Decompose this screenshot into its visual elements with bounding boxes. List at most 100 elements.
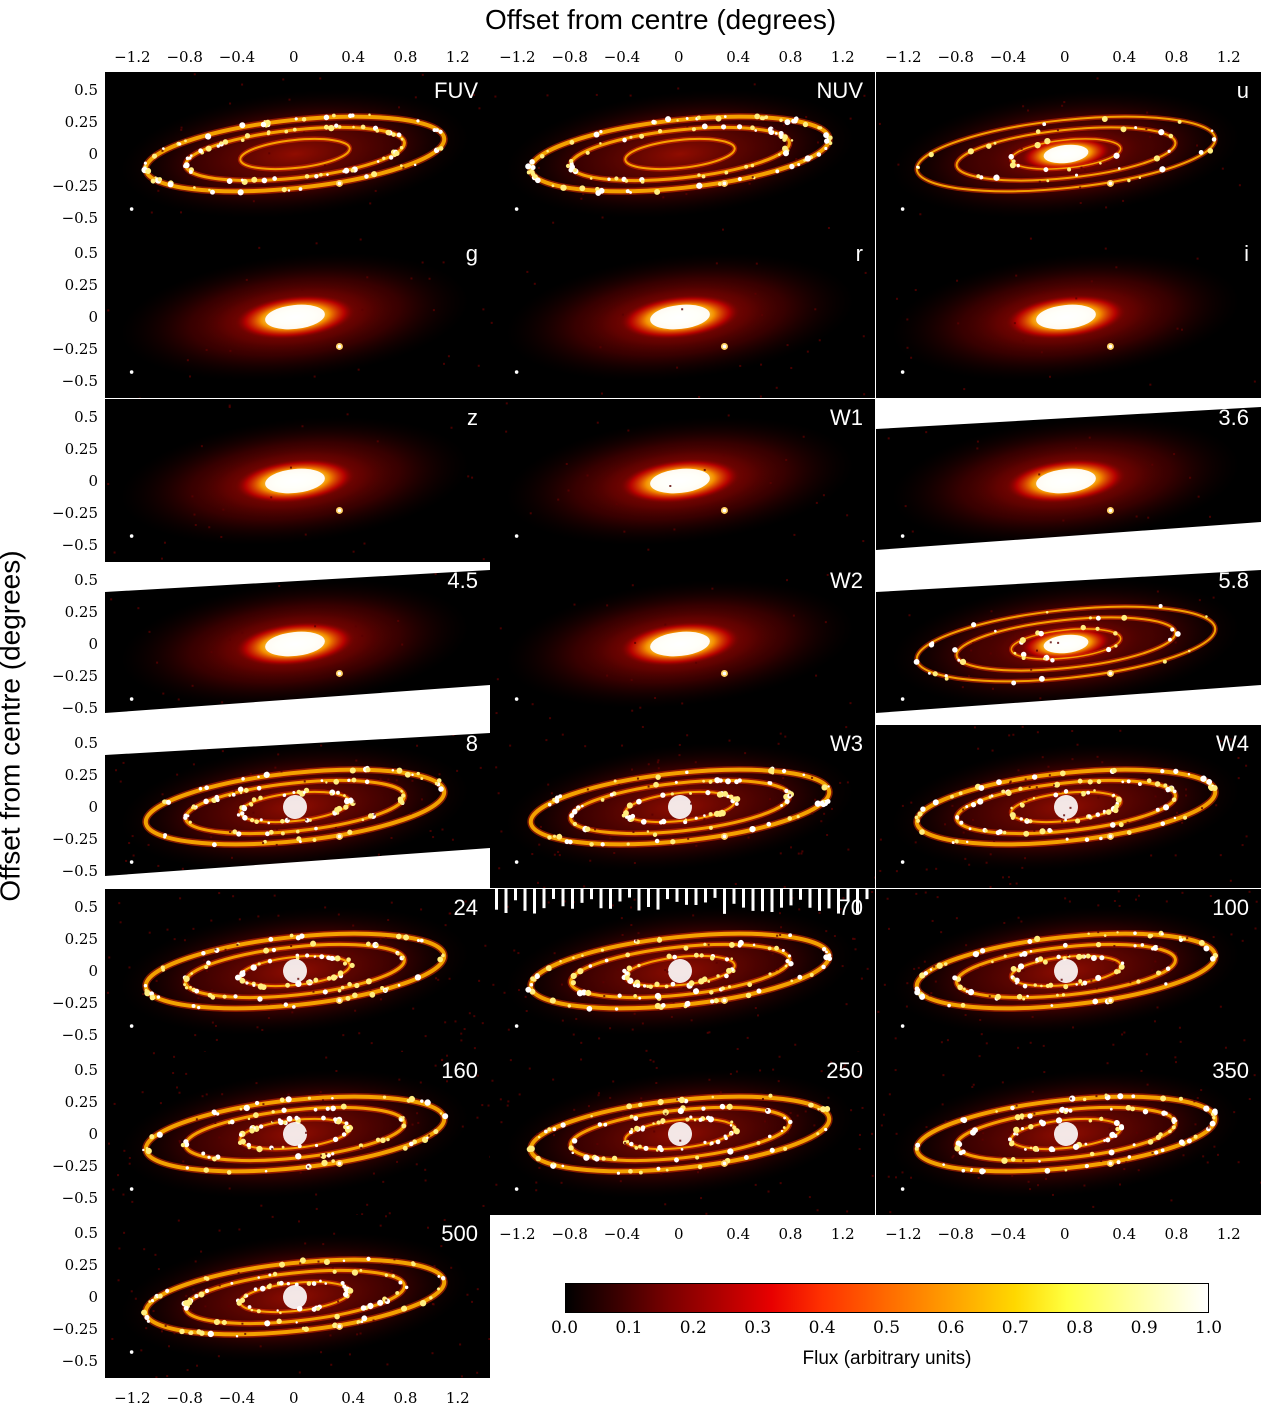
x-tick-label: 1.2 — [830, 48, 855, 66]
band-label: W4 — [1216, 731, 1249, 756]
x-tick-label: −0.4 — [603, 1225, 641, 1243]
x-tick-label: −1.2 — [885, 48, 922, 66]
y-tick-label: −0.5 — [61, 699, 98, 717]
colorbar-tick-label: 1.0 — [1195, 1318, 1223, 1338]
x-tick-label: −1.2 — [114, 48, 151, 66]
band-label: 8 — [465, 731, 478, 756]
galaxy-image — [876, 562, 1261, 725]
colorbar-label: Flux (arbitrary units) — [802, 1348, 972, 1369]
x-tick-label: 0.8 — [393, 1389, 418, 1407]
panel-i: i — [876, 235, 1261, 398]
galaxy-image — [880, 1053, 1261, 1214]
band-label: i — [1244, 241, 1249, 266]
panel-NUV: NUV — [490, 72, 875, 235]
x-tick-label: −0.8 — [166, 1389, 203, 1407]
colorbar-tick-label: 0.3 — [744, 1318, 772, 1338]
colorbar-tick-label: 0.9 — [1130, 1318, 1158, 1338]
x-tick-label: −0.8 — [937, 1225, 974, 1243]
panel-160: 160 — [105, 1052, 490, 1215]
galaxy-image — [490, 252, 867, 398]
x-tick-label: 0 — [674, 48, 684, 66]
band-label: g — [465, 241, 478, 266]
galaxy-image — [105, 725, 490, 888]
x-tick-label: 0.4 — [1112, 48, 1137, 66]
band-label: 24 — [453, 895, 478, 920]
y-tick-label: −0.25 — [52, 994, 98, 1012]
panel-g: g — [105, 235, 490, 398]
galaxy-image — [492, 889, 874, 1052]
y-tick-label: 0.5 — [74, 408, 98, 426]
galaxy-image — [494, 83, 866, 231]
panel-500: 500 — [105, 1215, 490, 1378]
y-tick-label: 0 — [88, 962, 98, 980]
panel-FUV: FUV — [105, 72, 490, 235]
x-tick-label: 1.2 — [830, 1225, 855, 1243]
x-tick-label: −0.8 — [551, 48, 588, 66]
galaxy-image — [107, 404, 485, 561]
y-tick-label: −0.25 — [52, 177, 98, 195]
colorbar-tick-label: 0.1 — [615, 1318, 643, 1338]
panel-5_8: 5.8 — [876, 562, 1261, 725]
panel-350: 350 — [876, 1052, 1261, 1215]
panel-W1: W1 — [490, 399, 875, 562]
panel-W2: W2 — [490, 562, 875, 725]
x-axis-title: Offset from centre (degrees) — [485, 4, 837, 35]
band-label: 100 — [1212, 895, 1249, 920]
x-tick-label: 0.8 — [1164, 48, 1189, 66]
panel-250: 250 — [490, 1052, 875, 1215]
panel-u: u — [876, 72, 1261, 235]
galaxy-image — [505, 402, 865, 551]
x-tick-label: −0.8 — [166, 48, 203, 66]
y-tick-label: −0.25 — [52, 340, 98, 358]
y-tick-label: 0.25 — [64, 276, 98, 294]
band-label: u — [1236, 78, 1249, 103]
band-label: 4.5 — [447, 568, 478, 593]
y-tick-label: 0.25 — [64, 766, 98, 784]
y-tick-label: −0.5 — [61, 1026, 98, 1044]
band-label: 3.6 — [1218, 405, 1249, 430]
galaxy-image — [495, 725, 875, 888]
band-label: r — [855, 241, 863, 266]
y-tick-label: −0.25 — [52, 504, 98, 522]
galaxy-image — [105, 562, 490, 725]
colorbar — [565, 1283, 1209, 1313]
x-tick-label: 1.2 — [1216, 1225, 1241, 1243]
x-tick-label: −0.8 — [551, 1225, 588, 1243]
y-tick-label: 0 — [88, 1288, 98, 1306]
y-tick-label: 0.25 — [64, 1256, 98, 1274]
x-tick-label: 0 — [1060, 48, 1070, 66]
galaxy-image — [879, 725, 1248, 888]
x-tick-label: 0.4 — [341, 48, 366, 66]
panel-4_5: 4.5 — [105, 562, 490, 725]
galaxy-image — [878, 77, 1241, 219]
y-tick-label: 0.25 — [64, 440, 98, 458]
galaxy-image — [495, 573, 855, 720]
x-tick-label: 0 — [289, 48, 299, 66]
panel-70: 70 — [490, 889, 875, 1052]
galaxy-image — [107, 238, 485, 398]
y-tick-label: 0.5 — [74, 81, 98, 99]
band-label: 5.8 — [1218, 568, 1249, 593]
y-tick-label: −0.5 — [61, 1352, 98, 1370]
y-tick-label: 0.5 — [74, 734, 98, 752]
y-tick-label: 0 — [88, 308, 98, 326]
x-tick-label: 0.4 — [726, 48, 751, 66]
band-label: 160 — [441, 1058, 478, 1083]
band-label: FUV — [434, 78, 478, 103]
y-tick-label: −0.5 — [61, 862, 98, 880]
colorbar-tick-label: 0.0 — [551, 1318, 579, 1338]
x-tick-label: 0.8 — [778, 48, 803, 66]
y-tick-label: 0 — [88, 472, 98, 490]
x-tick-label: 0 — [674, 1225, 684, 1243]
x-tick-label: −0.4 — [989, 48, 1027, 66]
galaxy-image — [107, 1052, 490, 1215]
panel-W3: W3 — [490, 725, 875, 888]
x-tick-label: 0.8 — [778, 1225, 803, 1243]
x-tick-label: 1.2 — [1216, 48, 1241, 66]
panel-100: 100 — [876, 889, 1261, 1052]
y-tick-label: −0.25 — [52, 1320, 98, 1338]
x-tick-label: −1.2 — [499, 48, 536, 66]
galaxy-image — [120, 73, 481, 219]
colorbar-tick-label: 0.6 — [937, 1318, 965, 1338]
band-label: z — [467, 405, 478, 430]
